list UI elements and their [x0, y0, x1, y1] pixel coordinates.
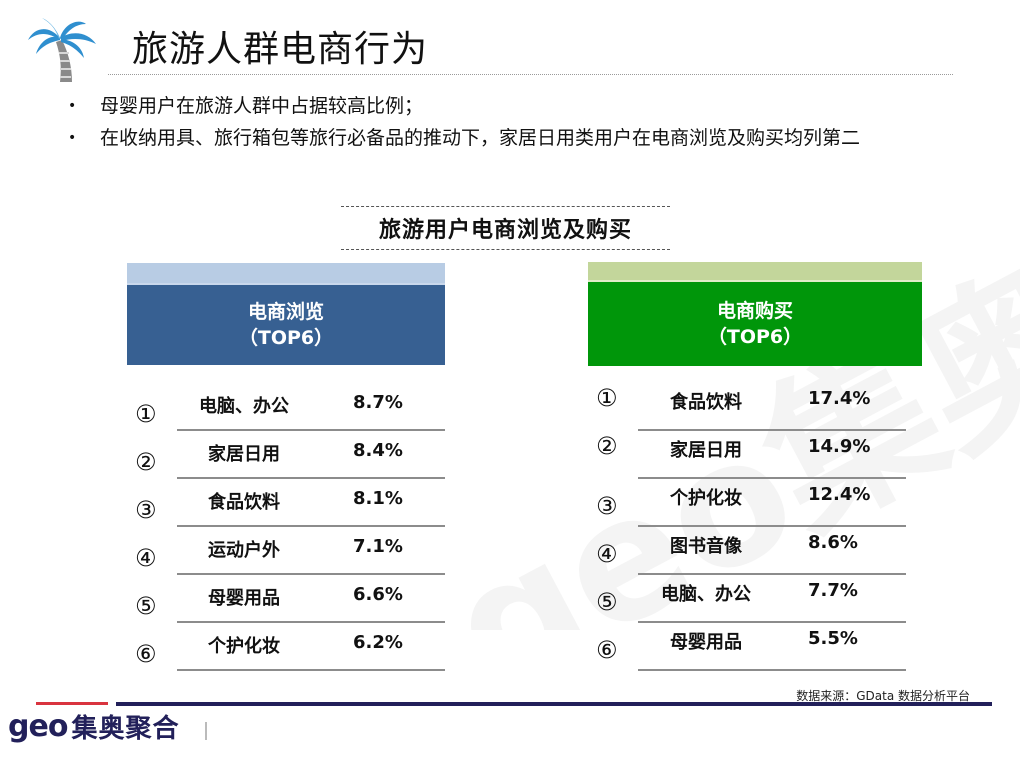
percent-value: 7.7% — [808, 580, 858, 601]
category-label: 母婴用品 — [670, 632, 742, 653]
browse-panel-cap — [127, 263, 445, 285]
bullet-dot: • — [68, 130, 77, 146]
list-item: ⑤ 母婴用品 6.6% — [127, 576, 445, 624]
browse-panel-title: 电商浏览 — [247, 301, 324, 323]
percent-value: 14.9% — [808, 436, 871, 457]
footer-accent-red — [36, 702, 108, 705]
brand-name: 集奥聚合 — [71, 714, 180, 744]
purchase-list: ① 食品饮料 17.4% ② 家居日用 14.9% ③ 个护化妆 12.4% ④… — [588, 384, 922, 672]
category-label: 图书音像 — [670, 536, 742, 557]
list-item: ⑥ 母婴用品 5.5% — [588, 624, 922, 672]
row-divider — [177, 429, 445, 431]
category-label: 家居日用 — [670, 440, 742, 461]
browse-list: ① 电脑、办公 8.7% ② 家居日用 8.4% ③ 食品饮料 8.1% ④ 运… — [127, 384, 445, 672]
row-divider — [638, 525, 906, 527]
browse-panel: 电商浏览 （TOP6） ① 电脑、办公 8.7% ② 家居日用 8.4% ③ 食… — [127, 263, 445, 672]
bullet-item: • 在收纳用具、旅行箱包等旅行必备品的推动下，家居日用类用户在电商浏览及购买均列… — [64, 122, 954, 154]
page-title: 旅游人群电商行为 — [132, 29, 429, 70]
bullet-text: 母婴用户在旅游人群中占据较高比例； — [100, 95, 424, 117]
section-title-box: 旅游用户电商浏览及购买 — [341, 206, 670, 250]
category-label: 食品饮料 — [670, 392, 742, 413]
rank-badge: ⑤ — [596, 588, 618, 616]
rank-badge: ④ — [596, 540, 618, 568]
category-label: 食品饮料 — [208, 492, 280, 513]
percent-value: 17.4% — [808, 388, 871, 409]
row-divider — [177, 669, 445, 671]
rank-badge: ③ — [135, 496, 157, 524]
footer-separator — [205, 722, 207, 740]
list-item: ⑤ 电脑、办公 7.7% — [588, 576, 922, 624]
rank-badge: ② — [596, 432, 618, 460]
section-title: 旅游用户电商浏览及购买 — [378, 218, 632, 243]
category-label: 家居日用 — [208, 444, 280, 465]
title-divider — [108, 74, 953, 75]
list-item: ④ 图书音像 8.6% — [588, 528, 922, 576]
rank-badge: ⑤ — [135, 592, 157, 620]
category-label: 个护化妆 — [208, 636, 280, 657]
purchase-panel-title: 电商购买 — [716, 300, 793, 322]
category-label: 电脑、办公 — [199, 396, 289, 417]
palm-tree-icon — [28, 18, 96, 82]
rank-badge: ⑥ — [135, 640, 157, 668]
category-label: 母婴用品 — [208, 588, 280, 609]
percent-value: 8.6% — [808, 532, 858, 553]
percent-value: 12.4% — [808, 484, 871, 505]
purchase-panel-header: 电商购买 （TOP6） — [588, 282, 922, 366]
list-item: ① 食品饮料 17.4% — [588, 384, 922, 432]
row-divider — [177, 525, 445, 527]
purchase-panel: 电商购买 （TOP6） ① 食品饮料 17.4% ② 家居日用 14.9% ③ … — [588, 262, 922, 672]
percent-value: 5.5% — [808, 628, 858, 649]
percent-value: 8.7% — [353, 392, 403, 413]
rank-badge: ② — [135, 448, 157, 476]
rank-badge: ⑥ — [596, 636, 618, 664]
bullet-text: 在收纳用具、旅行箱包等旅行必备品的推动下，家居日用类用户在电商浏览及购买均列第二 — [100, 127, 861, 149]
list-item: ① 电脑、办公 8.7% — [127, 384, 445, 432]
data-source-note: 数据来源：GData 数据分析平台 — [796, 689, 970, 703]
browse-panel-header: 电商浏览 （TOP6） — [127, 285, 445, 365]
list-item: ⑥ 个护化妆 6.2% — [127, 624, 445, 672]
bullet-item: • 母婴用户在旅游人群中占据较高比例； — [64, 90, 954, 122]
list-item: ④ 运动户外 7.1% — [127, 528, 445, 576]
percent-value: 8.4% — [353, 440, 403, 461]
purchase-panel-subtitle: （TOP6） — [707, 326, 803, 348]
row-divider — [638, 669, 906, 671]
rank-badge: ① — [135, 400, 157, 428]
brand-geo-wordmark: geo — [8, 708, 68, 744]
row-divider — [177, 621, 445, 623]
percent-value: 6.2% — [353, 632, 403, 653]
percent-value: 7.1% — [353, 536, 403, 557]
rank-badge: ③ — [596, 492, 618, 520]
browse-panel-subtitle: （TOP6） — [238, 327, 334, 349]
category-label: 个护化妆 — [670, 488, 742, 509]
row-divider — [638, 477, 906, 479]
list-item: ③ 食品饮料 8.1% — [127, 480, 445, 528]
brand-logo: geo 集奥聚合 — [8, 708, 179, 745]
percent-value: 6.6% — [353, 584, 403, 605]
row-divider — [638, 621, 906, 623]
footer-rule-navy — [116, 702, 992, 706]
rank-badge: ④ — [135, 544, 157, 572]
purchase-panel-cap — [588, 262, 922, 282]
row-divider — [177, 573, 445, 575]
list-item: ② 家居日用 14.9% — [588, 432, 922, 480]
category-label: 电脑、办公 — [661, 584, 751, 605]
rank-badge: ① — [596, 384, 618, 412]
category-label: 运动户外 — [208, 540, 280, 561]
percent-value: 8.1% — [353, 488, 403, 509]
list-item: ③ 个护化妆 12.4% — [588, 480, 922, 528]
bullet-list: • 母婴用户在旅游人群中占据较高比例； • 在收纳用具、旅行箱包等旅行必备品的推… — [64, 90, 954, 154]
bullet-dot: • — [68, 98, 77, 114]
row-divider — [638, 573, 906, 575]
row-divider — [638, 429, 906, 431]
list-item: ② 家居日用 8.4% — [127, 432, 445, 480]
row-divider — [177, 477, 445, 479]
